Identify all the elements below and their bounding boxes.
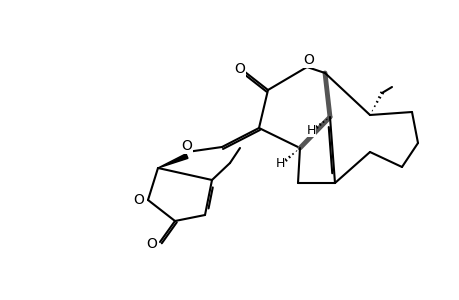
Text: O: O	[146, 237, 157, 251]
Text: O: O	[303, 53, 314, 67]
Text: H: H	[306, 124, 315, 136]
Text: O: O	[133, 193, 144, 207]
Text: H: H	[275, 157, 284, 169]
Polygon shape	[157, 154, 188, 168]
Text: O: O	[181, 139, 192, 153]
Text: O: O	[234, 62, 245, 76]
